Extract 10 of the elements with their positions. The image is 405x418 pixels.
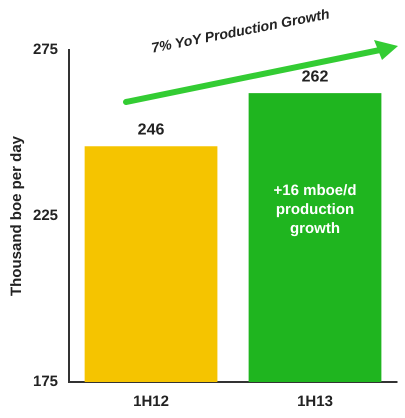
annotation: 7% YoY Production Growth (150, 5, 331, 56)
y-axis-title: Thousand boe per day (8, 135, 26, 296)
data-label: 246 (138, 122, 164, 139)
data-label: 262 (302, 68, 328, 86)
y-tick-label: 275 (32, 41, 58, 58)
y-tick-label: 175 (32, 373, 58, 390)
y-tick-label: 225 (32, 207, 58, 224)
x-tick-label: 1H12 (133, 393, 169, 410)
annotation: +16 mboe/d production growth (274, 182, 356, 237)
x-tick-label: 1H13 (297, 393, 333, 410)
